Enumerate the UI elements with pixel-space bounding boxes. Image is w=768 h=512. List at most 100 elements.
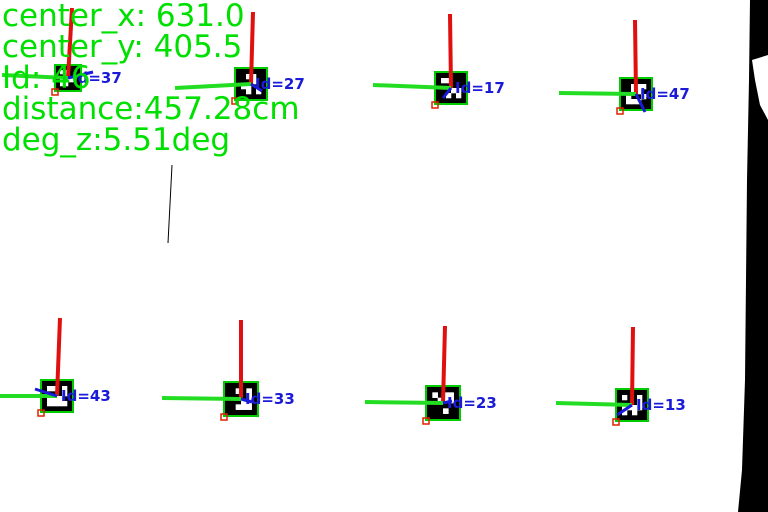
marker-bit <box>246 388 252 394</box>
marker-corner <box>616 107 624 115</box>
z-axis-line <box>240 397 253 404</box>
marker-bit <box>637 405 643 411</box>
deg-z-readout: deg_z:5.51deg <box>2 122 231 158</box>
y-axis-line <box>630 326 635 406</box>
right-edge-shadow <box>738 0 768 512</box>
y-axis-line <box>441 325 447 404</box>
marker-bit <box>456 93 462 99</box>
marker-corner <box>51 88 59 96</box>
aruco-marker: Id=37 <box>1 7 122 96</box>
x-axis-line <box>372 83 452 90</box>
marker-bit <box>256 89 262 95</box>
aruco-marker: Id=43 <box>0 317 111 417</box>
x-axis-line <box>558 91 637 96</box>
marker-bit <box>622 410 628 416</box>
x-axis-line <box>1 73 69 80</box>
marker-corner <box>612 418 620 426</box>
marker-bit <box>47 401 53 407</box>
marker-id-label: Id=17 <box>455 79 505 97</box>
marker-bit <box>637 400 643 406</box>
marker-bit <box>636 89 642 95</box>
marker-corner <box>220 413 228 421</box>
marker-bit <box>64 70 69 75</box>
marker-bit <box>448 392 454 398</box>
marker-bit <box>52 401 58 407</box>
marker-corner <box>231 97 239 105</box>
z-axis-line <box>442 399 453 405</box>
marker-bit <box>62 391 68 397</box>
marker-bit <box>626 99 632 105</box>
aruco-marker: Id=33 <box>161 320 295 421</box>
marker-id-label: Id=27 <box>255 75 305 93</box>
marker-bit <box>246 89 252 95</box>
z-axis-line <box>634 93 647 113</box>
marker-bit <box>631 84 637 90</box>
marker-bit <box>62 401 68 407</box>
marker-bit <box>246 84 252 90</box>
right-edge-gap <box>752 55 768 120</box>
y-axis-line <box>249 11 255 85</box>
aruco-marker: Id=17 <box>372 13 505 109</box>
marker-bit <box>60 70 65 75</box>
marker-id-label: Id=23 <box>447 394 497 412</box>
marker-bit <box>632 410 638 416</box>
marker-corner <box>37 409 45 417</box>
marker-bit <box>72 78 77 83</box>
y-axis-line <box>55 317 62 397</box>
marker-bit <box>246 404 252 410</box>
marker-bit <box>432 392 438 398</box>
marker-bit <box>622 405 628 411</box>
marker-bit <box>52 386 58 392</box>
marker-bit <box>246 74 252 80</box>
marker-corner <box>422 417 430 425</box>
marker-bit <box>57 401 63 407</box>
marker-bit <box>626 94 632 100</box>
z-axis-line <box>441 87 453 99</box>
scratch-mark <box>167 164 173 244</box>
marker-bit <box>60 78 65 83</box>
marker-bit <box>637 395 643 401</box>
aruco-marker: Id=13 <box>555 326 686 426</box>
marker-bit <box>241 84 247 90</box>
marker-bit <box>622 395 628 401</box>
marker-bit <box>641 84 647 90</box>
marker-bit <box>443 397 449 404</box>
marker-id-label: Id=13 <box>636 396 686 414</box>
marker-bit <box>235 404 242 410</box>
marker-id-label: Id=33 <box>245 390 295 408</box>
marker-bit <box>235 388 242 394</box>
marker-bit <box>451 88 457 94</box>
marker-bit <box>456 88 462 94</box>
marker-id-label: Id=47 <box>640 85 690 103</box>
y-axis-line <box>66 7 74 79</box>
aruco-marker: Id=23 <box>364 325 497 425</box>
x-axis-line <box>364 400 444 405</box>
x-axis-line <box>174 82 252 90</box>
marker-bit <box>62 386 68 392</box>
marker-bit <box>47 396 53 402</box>
center-x-readout: center_x: 631.0 <box>2 0 245 34</box>
center-y-readout: center_y: 405.5 <box>2 29 243 65</box>
marker-bit <box>632 405 638 411</box>
marker-bit <box>241 399 247 405</box>
marker-bit <box>47 386 53 392</box>
z-axis-line <box>250 82 263 93</box>
marker-bit <box>641 94 647 100</box>
marker-bit <box>446 78 452 84</box>
z-axis-line <box>67 70 94 80</box>
marker-bit <box>437 397 444 404</box>
x-axis-line <box>161 396 242 401</box>
y-axis-line <box>448 13 453 89</box>
marker-bit <box>60 82 65 87</box>
x-axis-line <box>555 401 633 407</box>
marker-bit <box>443 408 449 414</box>
marker-bit <box>446 93 452 99</box>
marker-bit <box>251 79 257 85</box>
z-axis-line <box>34 387 58 398</box>
marker-bit <box>64 82 69 87</box>
marker-bit <box>631 89 637 95</box>
marker-bit <box>441 78 447 84</box>
marker-bit <box>251 74 257 80</box>
